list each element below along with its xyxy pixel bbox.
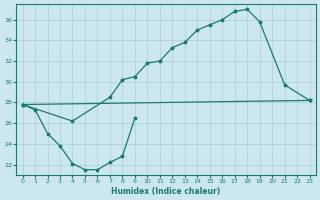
X-axis label: Humidex (Indice chaleur): Humidex (Indice chaleur) <box>111 187 221 196</box>
